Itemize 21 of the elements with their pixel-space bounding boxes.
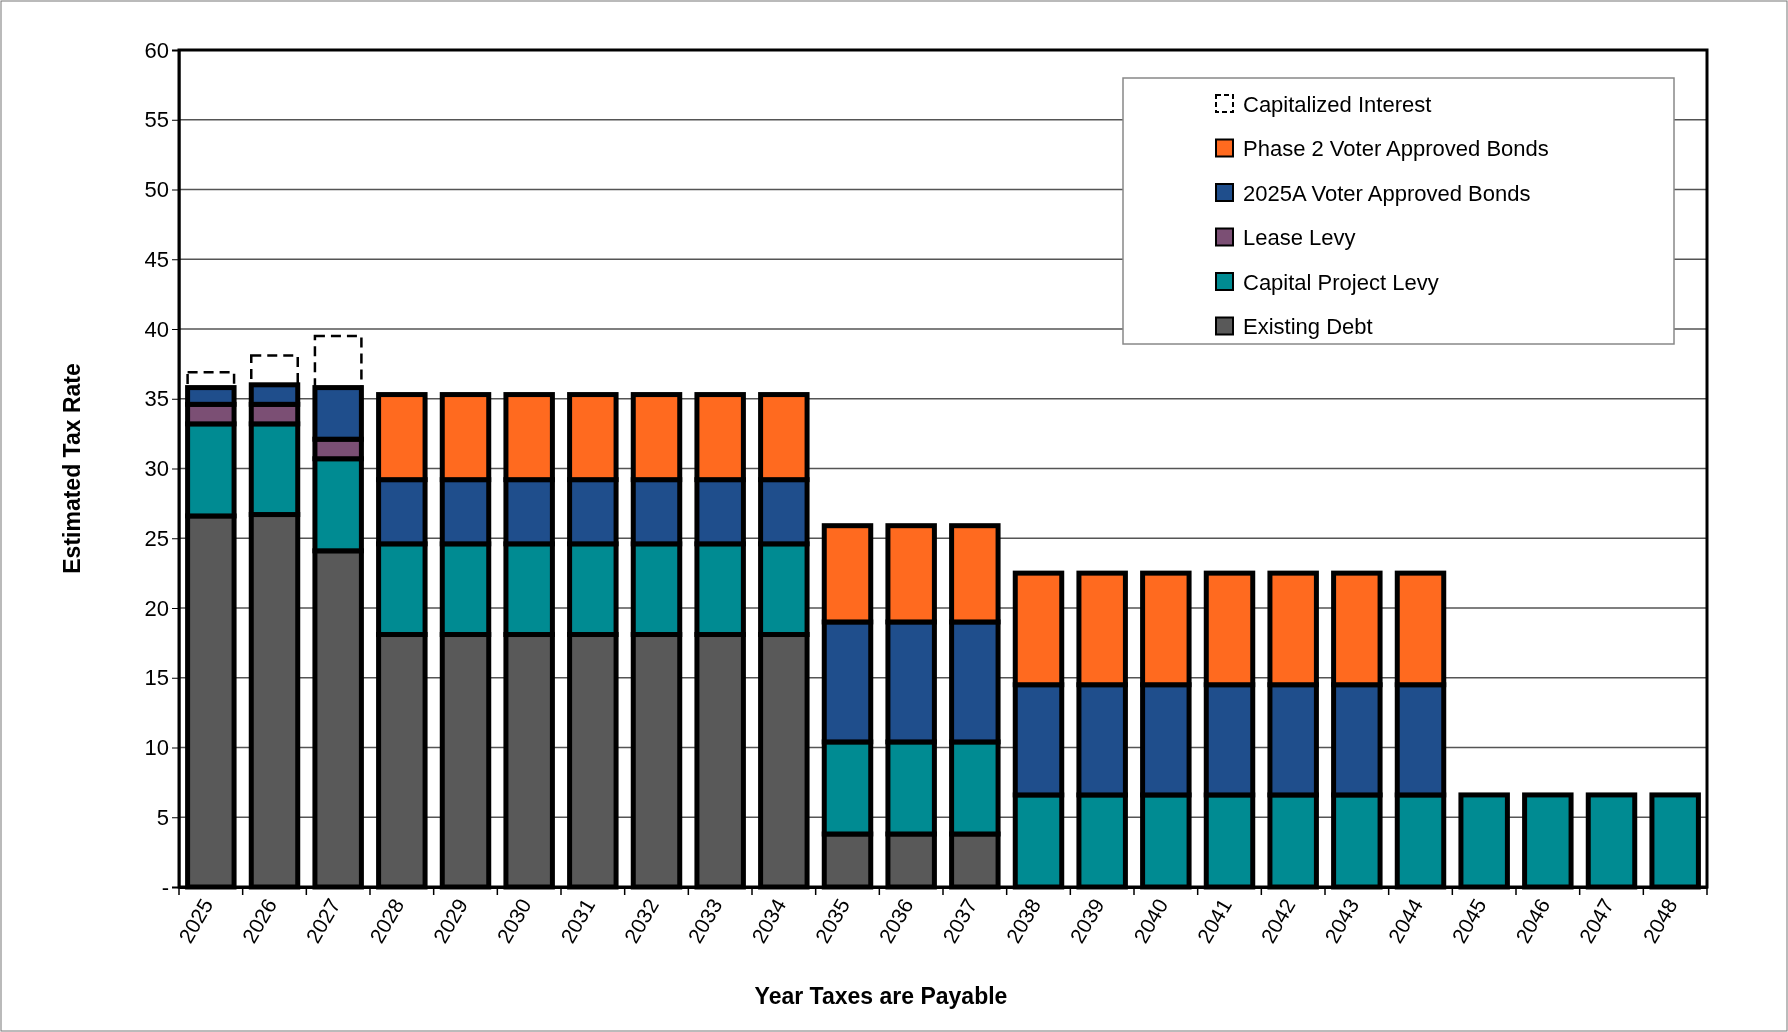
y-tick-label: 25 — [144, 525, 169, 551]
y-tick-label: 5 — [156, 804, 169, 830]
legend-label: Existing Debt — [1243, 314, 1373, 340]
y-axis-title: Estimated Tax Rate — [59, 363, 85, 574]
y-tick-label: 50 — [144, 177, 169, 203]
y-tick-label: 20 — [144, 595, 169, 621]
y-tick-label: 10 — [144, 735, 169, 761]
y-tick-label: 35 — [144, 386, 169, 412]
legend-label: Phase 2 Voter Approved Bonds — [1243, 136, 1549, 162]
legend-label: Capital Project Levy — [1243, 269, 1439, 295]
y-tick-label: 60 — [144, 37, 169, 63]
y-tick-label: - — [161, 874, 169, 900]
legend-label: Capitalized Interest — [1243, 91, 1432, 117]
legend-label: 2025A Voter Approved Bonds — [1243, 180, 1531, 206]
y-tick-label: 45 — [144, 246, 169, 272]
y-tick-label: 40 — [144, 316, 169, 342]
y-tick-label: 30 — [144, 456, 169, 482]
legend-label: Lease Levy — [1243, 225, 1356, 251]
x-axis-title: Year Taxes are Payable — [754, 983, 1008, 1009]
y-tick-label: 55 — [144, 107, 169, 133]
y-tick-label: 15 — [144, 665, 169, 691]
